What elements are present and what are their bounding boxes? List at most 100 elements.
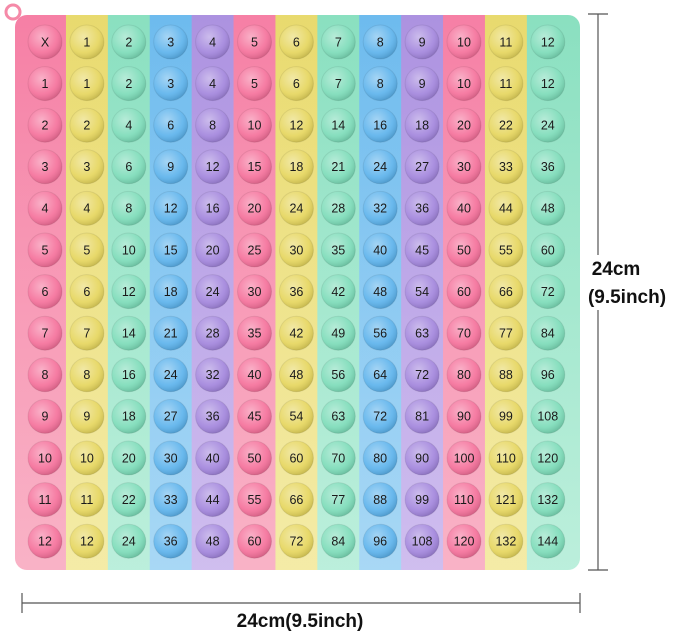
bubble-shade bbox=[447, 66, 481, 101]
cell-label: 20 bbox=[206, 243, 220, 257]
cell-label: 32 bbox=[206, 368, 220, 382]
bubble-shade bbox=[405, 399, 440, 434]
cell-label: 11 bbox=[80, 493, 93, 507]
cell-label: 20 bbox=[122, 451, 136, 465]
cell-label: 1 bbox=[83, 35, 90, 49]
bubble-shade bbox=[153, 25, 188, 59]
bubble-shade bbox=[321, 274, 356, 309]
cell-label: 30 bbox=[164, 451, 178, 465]
cell-label: 5 bbox=[251, 77, 258, 91]
cell-label: 56 bbox=[331, 368, 345, 382]
cell-label: 4 bbox=[209, 35, 216, 49]
cell-label: 15 bbox=[164, 243, 178, 257]
cell-label: 84 bbox=[331, 534, 345, 548]
bubble-shade bbox=[111, 108, 146, 143]
bubble-shade bbox=[447, 399, 481, 434]
cell-label: 72 bbox=[415, 368, 429, 382]
bubble-shade bbox=[279, 25, 314, 59]
bubble-shade bbox=[363, 191, 398, 226]
bubble-shade bbox=[237, 441, 272, 475]
height-label-inch: (9.5inch) bbox=[588, 287, 666, 308]
cell-label: 8 bbox=[83, 368, 90, 382]
bubble-shade bbox=[321, 108, 356, 143]
cell-label: 30 bbox=[457, 160, 471, 174]
cell-label: 16 bbox=[206, 202, 220, 216]
bubble-shade bbox=[488, 316, 523, 351]
bubble-shade bbox=[530, 524, 565, 559]
bubble-shade bbox=[321, 399, 356, 434]
bubble-shade bbox=[488, 191, 523, 226]
cell-label: X bbox=[41, 35, 50, 49]
cell-label: 108 bbox=[412, 534, 433, 548]
bubble-shade bbox=[28, 191, 62, 226]
cell-label: 144 bbox=[537, 534, 558, 548]
cell-label: 7 bbox=[42, 326, 49, 340]
bubble-shade bbox=[279, 316, 314, 351]
bubble-shade bbox=[279, 66, 314, 101]
bubble-shade bbox=[279, 233, 314, 267]
bubble-shade bbox=[237, 524, 272, 559]
bubble-shade bbox=[195, 524, 230, 559]
bubble-shade bbox=[405, 66, 440, 101]
cell-label: 12 bbox=[541, 77, 555, 91]
cell-label: 20 bbox=[457, 118, 471, 132]
bubble-shade bbox=[447, 316, 481, 351]
cell-label: 12 bbox=[38, 534, 52, 548]
cell-label: 3 bbox=[167, 35, 174, 49]
bubble-shade bbox=[363, 274, 398, 309]
cell-label: 40 bbox=[206, 451, 220, 465]
cell-label: 6 bbox=[293, 77, 300, 91]
bubble-shade bbox=[153, 149, 188, 184]
cell-label: 27 bbox=[164, 410, 178, 424]
bubble-shade bbox=[237, 357, 272, 392]
cell-label: 77 bbox=[499, 326, 513, 340]
bubble-shade bbox=[111, 399, 146, 434]
cell-label: 60 bbox=[457, 285, 471, 299]
bubble-shade bbox=[363, 316, 398, 351]
cell-label: 72 bbox=[289, 534, 303, 548]
cell-label: 7 bbox=[335, 77, 342, 91]
bubble-shade bbox=[447, 149, 481, 184]
cell-label: 6 bbox=[293, 35, 300, 49]
bubble-shade bbox=[28, 233, 62, 267]
cell-label: 16 bbox=[373, 118, 387, 132]
cell-label: 2 bbox=[83, 118, 90, 132]
cell-label: 10 bbox=[122, 243, 136, 257]
cell-label: 4 bbox=[209, 77, 216, 91]
bubble-shade bbox=[530, 274, 565, 309]
bubble-shade bbox=[530, 482, 565, 517]
bubble-shade bbox=[195, 441, 230, 475]
bubble-shade bbox=[111, 357, 146, 392]
cell-label: 21 bbox=[331, 160, 345, 174]
bubble-shade bbox=[28, 25, 62, 59]
bubble-shade bbox=[530, 357, 565, 392]
cell-label: 80 bbox=[457, 368, 471, 382]
bubble-shade bbox=[488, 25, 523, 59]
cell-label: 44 bbox=[206, 493, 220, 507]
bubble-shade bbox=[28, 149, 62, 184]
cell-label: 120 bbox=[537, 451, 558, 465]
bubble-shade bbox=[321, 524, 356, 559]
bubble-shade bbox=[153, 524, 188, 559]
bubble-shade bbox=[488, 233, 523, 267]
bubble-shade bbox=[195, 233, 230, 267]
cell-label: 16 bbox=[122, 368, 136, 382]
bubble-shade bbox=[69, 399, 104, 434]
bubble-shade bbox=[279, 441, 314, 475]
cell-label: 48 bbox=[541, 202, 555, 216]
cell-label: 48 bbox=[206, 534, 220, 548]
cell-label: 99 bbox=[499, 410, 513, 424]
bubble-shade bbox=[321, 149, 356, 184]
cell-label: 56 bbox=[373, 326, 387, 340]
cell-label: 4 bbox=[42, 202, 49, 216]
cell-label: 5 bbox=[251, 35, 258, 49]
cell-label: 12 bbox=[164, 202, 178, 216]
cell-label: 21 bbox=[164, 326, 178, 340]
cell-label: 10 bbox=[80, 451, 94, 465]
bubble-shade bbox=[530, 399, 565, 434]
bubble-shade bbox=[405, 357, 440, 392]
bubble-shade bbox=[405, 149, 440, 184]
bubble-shade bbox=[530, 233, 565, 267]
cell-label: 90 bbox=[415, 451, 429, 465]
